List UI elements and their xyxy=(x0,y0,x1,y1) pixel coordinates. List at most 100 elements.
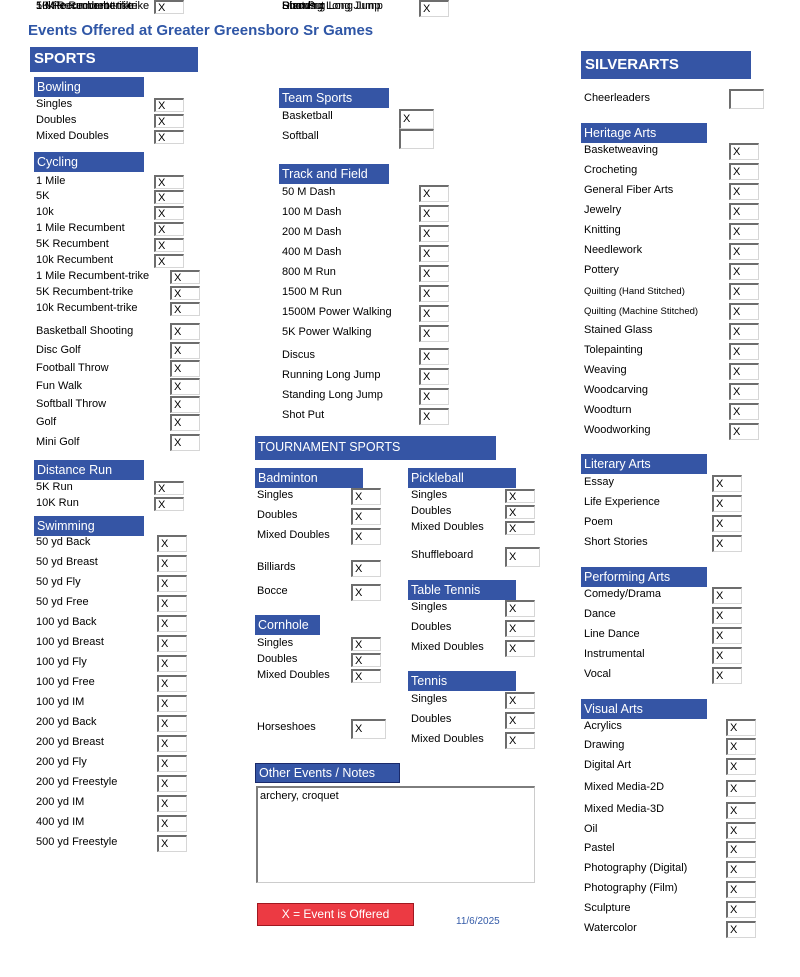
performing-instrumental-checkbox[interactable]: X xyxy=(712,647,742,664)
swimming-400-yd-im-checkbox[interactable]: X xyxy=(157,815,187,832)
cycling-10k-recumbent-trike-checkbox[interactable]: X xyxy=(154,0,184,14)
notes-field[interactable]: archery, croquet xyxy=(256,786,535,883)
heritage-quilting-machine-stitched-checkbox[interactable]: X xyxy=(729,303,759,320)
bocce-checkbox[interactable]: X xyxy=(351,584,381,601)
horseshoes-checkbox[interactable]: X xyxy=(351,719,386,739)
tennis-mixed-doubles-checkbox[interactable]: X xyxy=(505,732,535,749)
badminton-doubles-checkbox[interactable]: X xyxy=(351,508,381,525)
swimming-200-yd-im-checkbox[interactable]: X xyxy=(157,795,187,812)
heritage-knitting-checkbox[interactable]: X xyxy=(729,223,759,240)
billiards-checkbox[interactable]: X xyxy=(351,560,381,577)
performing-vocal-checkbox[interactable]: X xyxy=(712,667,742,684)
cycling-10k-recumbent-trike-checkbox[interactable]: X xyxy=(170,302,200,316)
visual-mixed-media-3d-checkbox[interactable]: X xyxy=(726,802,756,819)
visual-watercolor-checkbox[interactable]: X xyxy=(726,921,756,938)
badminton-singles-checkbox[interactable]: X xyxy=(351,488,381,505)
tennis-singles-checkbox[interactable]: X xyxy=(505,692,535,709)
distance-10k-run-checkbox[interactable]: X xyxy=(154,497,184,511)
heritage-general-fiber-arts-checkbox[interactable]: X xyxy=(729,183,759,200)
visual-drawing-checkbox[interactable]: X xyxy=(726,738,756,755)
misc-disc-golf-checkbox[interactable]: X xyxy=(170,342,200,359)
misc-fun-walk-checkbox[interactable]: X xyxy=(170,378,200,395)
track-400-m-dash-checkbox[interactable]: X xyxy=(419,245,449,262)
swimming-200-yd-freestyle-checkbox[interactable]: X xyxy=(157,775,187,792)
swimming-100-yd-back-checkbox[interactable]: X xyxy=(157,615,187,632)
tennis-doubles-checkbox[interactable]: X xyxy=(505,712,535,729)
swimming-50-yd-breast-checkbox[interactable]: X xyxy=(157,555,187,572)
heritage-basketweaving-checkbox[interactable]: X xyxy=(729,143,759,160)
misc-mini-golf-checkbox[interactable]: X xyxy=(170,434,200,451)
cornhole-mixed-doubles-checkbox[interactable]: X xyxy=(351,669,381,683)
track-running-long-jump-checkbox[interactable]: X xyxy=(419,368,449,385)
swimming-50-yd-fly-checkbox[interactable]: X xyxy=(157,575,187,592)
team-basketball-checkbox[interactable]: X xyxy=(399,109,434,129)
heritage-woodturn-checkbox[interactable]: X xyxy=(729,403,759,420)
visual-pastel-checkbox[interactable]: X xyxy=(726,841,756,858)
literary-essay-checkbox[interactable]: X xyxy=(712,475,742,492)
visual-photography-digital-checkbox[interactable]: X xyxy=(726,861,756,878)
visual-digital-art-checkbox[interactable]: X xyxy=(726,758,756,775)
cycling-10k-recumbent-checkbox[interactable]: X xyxy=(154,254,184,268)
swimming-100-yd-im-checkbox[interactable]: X xyxy=(157,695,187,712)
track-shot-put-checkbox[interactable]: X xyxy=(419,0,449,17)
pickleball-doubles-checkbox[interactable]: X xyxy=(505,505,535,519)
misc-golf-checkbox[interactable]: X xyxy=(170,414,200,431)
cycling-5k-recumbent-checkbox[interactable]: X xyxy=(154,238,184,252)
track-5k-power-walking-checkbox[interactable]: X xyxy=(419,325,449,342)
literary-poem-checkbox[interactable]: X xyxy=(712,515,742,532)
bowling-doubles-checkbox[interactable]: X xyxy=(154,114,184,128)
track-100-m-dash-checkbox[interactable]: X xyxy=(419,205,449,222)
track-discus-checkbox[interactable]: X xyxy=(419,348,449,365)
tabletennis-mixed-doubles-checkbox[interactable]: X xyxy=(505,640,535,657)
heritage-weaving-checkbox[interactable]: X xyxy=(729,363,759,380)
track-standing-long-jump-checkbox[interactable]: X xyxy=(419,388,449,405)
misc-softball-throw-checkbox[interactable]: X xyxy=(170,396,200,413)
track-800-m-run-checkbox[interactable]: X xyxy=(419,265,449,282)
swimming-200-yd-fly-checkbox[interactable]: X xyxy=(157,755,187,772)
track-50-m-dash-checkbox[interactable]: X xyxy=(419,185,449,202)
cycling-10k-checkbox[interactable]: X xyxy=(154,206,184,220)
cycling-5k-checkbox[interactable]: X xyxy=(154,190,184,204)
track-200-m-dash-checkbox[interactable]: X xyxy=(419,225,449,242)
bowling-singles-checkbox[interactable]: X xyxy=(154,98,184,112)
pickleball-mixed-doubles-checkbox[interactable]: X xyxy=(505,521,535,535)
cycling-1-mile-recumbent-trike-checkbox[interactable]: X xyxy=(170,270,200,284)
badminton-mixed-doubles-checkbox[interactable]: X xyxy=(351,528,381,545)
swimming-200-yd-breast-checkbox[interactable]: X xyxy=(157,735,187,752)
track-shot-put-checkbox[interactable]: X xyxy=(419,408,449,425)
track-1500-m-run-checkbox[interactable]: X xyxy=(419,285,449,302)
distance-5k-run-checkbox[interactable]: X xyxy=(154,481,184,495)
literary-short-stories-checkbox[interactable]: X xyxy=(712,535,742,552)
visual-photography-film-checkbox[interactable]: X xyxy=(726,881,756,898)
tabletennis-singles-checkbox[interactable]: X xyxy=(505,600,535,617)
tabletennis-doubles-checkbox[interactable]: X xyxy=(505,620,535,637)
visual-oil-checkbox[interactable]: X xyxy=(726,822,756,839)
misc-football-throw-checkbox[interactable]: X xyxy=(170,360,200,377)
swimming-100-yd-breast-checkbox[interactable]: X xyxy=(157,635,187,652)
cycling-1-mile-recumbent-checkbox[interactable]: X xyxy=(154,222,184,236)
cornhole-singles-checkbox[interactable]: X xyxy=(351,637,381,651)
performing-comedy-drama-checkbox[interactable]: X xyxy=(712,587,742,604)
heritage-stained-glass-checkbox[interactable]: X xyxy=(729,323,759,340)
visual-sculpture-checkbox[interactable]: X xyxy=(726,901,756,918)
heritage-woodcarving-checkbox[interactable]: X xyxy=(729,383,759,400)
heritage-jewelry-checkbox[interactable]: X xyxy=(729,203,759,220)
swimming-200-yd-back-checkbox[interactable]: X xyxy=(157,715,187,732)
heritage-pottery-checkbox[interactable]: X xyxy=(729,263,759,280)
swimming-50-yd-back-checkbox[interactable]: X xyxy=(157,535,187,552)
cycling-1-mile-checkbox[interactable]: X xyxy=(154,175,184,189)
heritage-crocheting-checkbox[interactable]: X xyxy=(729,163,759,180)
swimming-500-yd-freestyle-checkbox[interactable]: X xyxy=(157,835,187,852)
swimming-100-yd-free-checkbox[interactable]: X xyxy=(157,675,187,692)
bowling-mixed-doubles-checkbox[interactable]: X xyxy=(154,130,184,144)
swimming-50-yd-free-checkbox[interactable]: X xyxy=(157,595,187,612)
performing-dance-checkbox[interactable]: X xyxy=(712,607,742,624)
swimming-100-yd-fly-checkbox[interactable]: X xyxy=(157,655,187,672)
pickleball-singles-checkbox[interactable]: X xyxy=(505,489,535,503)
shuffleboard-checkbox[interactable]: X xyxy=(505,547,540,567)
heritage-woodworking-checkbox[interactable]: X xyxy=(729,423,759,440)
cheerleaders-checkbox[interactable] xyxy=(729,89,764,109)
cornhole-doubles-checkbox[interactable]: X xyxy=(351,653,381,667)
heritage-tolepainting-checkbox[interactable]: X xyxy=(729,343,759,360)
visual-acrylics-checkbox[interactable]: X xyxy=(726,719,756,736)
